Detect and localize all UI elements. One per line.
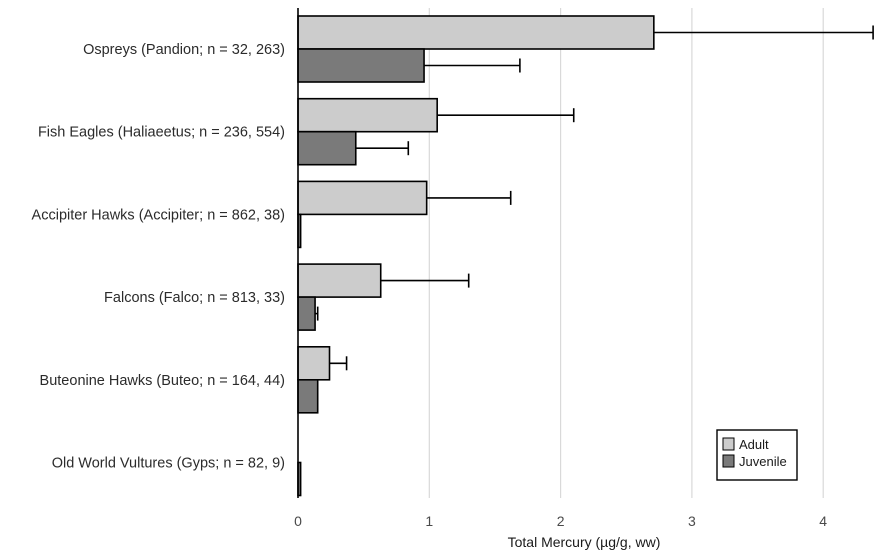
- error-bar-adult: [329, 356, 348, 371]
- bar-adult: [297, 345, 331, 381]
- x-tick-label: 4: [819, 513, 827, 529]
- bar-juvenile: [297, 130, 357, 166]
- bar-juvenile: [297, 48, 425, 83]
- x-tick-label: 3: [688, 513, 696, 529]
- category-label: Old World Vultures (Gyps; n = 82, 9): [52, 456, 285, 472]
- legend-swatch-juvenile: [722, 454, 735, 468]
- category-label: Ospreys (Pandion; n = 32, 263): [83, 42, 285, 58]
- x-axis-title: Total Mercury (µg/g, ww): [508, 534, 661, 550]
- x-tick-label: 2: [557, 513, 565, 529]
- error-bar-adult: [437, 108, 575, 123]
- category-label: Buteonine Hawks (Buteo; n = 164, 44): [40, 373, 285, 389]
- bar-adult: [297, 263, 382, 298]
- bar-juvenile: [297, 378, 319, 414]
- bar-adult: [297, 97, 438, 133]
- error-bar-juvenile: [355, 141, 410, 156]
- legend-label-juvenile: Juvenile: [739, 454, 787, 469]
- error-bar-adult: [653, 25, 874, 40]
- gridlines: [428, 8, 824, 498]
- legend: Adult Juvenile: [716, 429, 798, 481]
- error-bar-adult: [380, 273, 470, 288]
- error-bars: [315, 25, 874, 371]
- x-tick-label: 1: [425, 513, 433, 529]
- x-tick-labels: 0 1 2 3 4: [294, 513, 827, 529]
- bar-juvenile: [297, 296, 316, 331]
- bars: [297, 15, 655, 497]
- category-labels: Ospreys (Pandion; n = 32, 263) Fish Eagle…: [32, 42, 285, 472]
- error-bar-adult: [426, 190, 512, 205]
- x-tick-label: 0: [294, 513, 302, 529]
- error-bar-juvenile: [315, 306, 319, 321]
- bar-adult: [297, 15, 655, 50]
- category-label: Accipiter Hawks (Accipiter; n = 862, 38): [32, 207, 285, 223]
- bar-adult: [297, 180, 428, 216]
- category-label: Falcons (Falco; n = 813, 33): [104, 290, 285, 306]
- legend-swatch-adult: [722, 437, 735, 451]
- legend-label-adult: Adult: [739, 437, 769, 452]
- error-bar-juvenile: [424, 58, 521, 73]
- category-label: Fish Eagles (Haliaeetus; n = 236, 554): [38, 125, 285, 141]
